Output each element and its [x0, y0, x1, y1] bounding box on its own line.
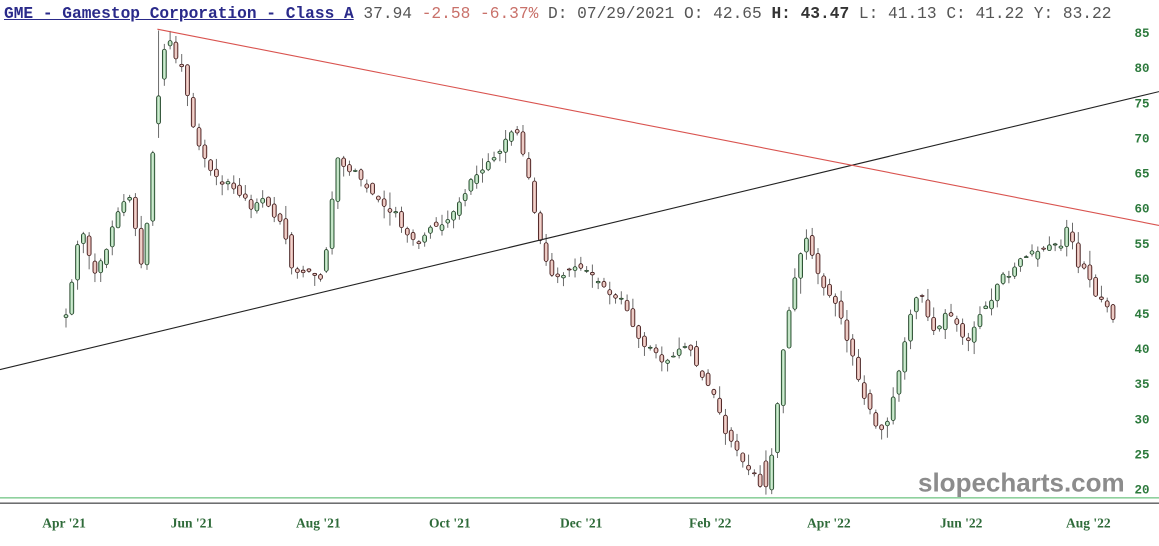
svg-text:Jun '21: Jun '21	[171, 516, 214, 531]
svg-text:55: 55	[1134, 238, 1149, 252]
svg-text:Apr '22: Apr '22	[807, 516, 851, 531]
svg-text:25: 25	[1134, 448, 1149, 462]
svg-text:50: 50	[1134, 273, 1149, 287]
svg-text:45: 45	[1134, 308, 1149, 322]
svg-text:Oct '21: Oct '21	[429, 516, 471, 531]
svg-text:Feb '22: Feb '22	[689, 516, 732, 531]
svg-text:20: 20	[1134, 484, 1149, 498]
svg-text:Jun '22: Jun '22	[940, 516, 983, 531]
svg-text:Aug '22: Aug '22	[1066, 516, 1111, 531]
svg-text:Dec '21: Dec '21	[560, 516, 603, 531]
svg-text:75: 75	[1134, 97, 1149, 111]
svg-text:slopecharts.com: slopecharts.com	[918, 468, 1125, 498]
svg-text:40: 40	[1134, 343, 1149, 357]
svg-text:65: 65	[1134, 168, 1149, 182]
svg-text:30: 30	[1134, 413, 1149, 427]
svg-text:Apr '21: Apr '21	[42, 516, 86, 531]
svg-text:80: 80	[1134, 62, 1149, 76]
svg-text:Aug '21: Aug '21	[296, 516, 341, 531]
svg-text:60: 60	[1134, 203, 1149, 217]
svg-text:85: 85	[1134, 27, 1149, 41]
svg-text:35: 35	[1134, 378, 1149, 392]
svg-text:70: 70	[1134, 132, 1149, 146]
